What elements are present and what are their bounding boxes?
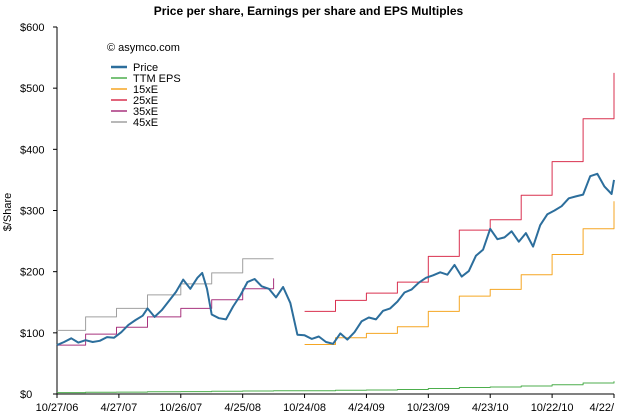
series-line-ttm-eps [57, 381, 615, 394]
x-tick-label: 4/25/08 [224, 402, 261, 414]
x-tick-label: 10/22/10 [531, 402, 574, 414]
x-tick-label: 10/27/06 [36, 402, 79, 414]
legend-label-ttm-eps: TTM EPS [133, 73, 181, 85]
x-tick-label: 4/22/ [590, 402, 615, 414]
y-tick-label: $600 [20, 22, 44, 34]
y-tick-label: $500 [20, 83, 44, 95]
series-line-price [56, 172, 615, 347]
y-tick-label: $200 [20, 267, 44, 279]
legend-label-25xe: 25xE [133, 95, 158, 107]
legend-label-35xe: 35xE [133, 106, 158, 118]
series-line-15xe [304, 201, 615, 345]
series-line-25xe [304, 72, 615, 312]
axes: $0 $100 $200 $300 $400 $500 $600 10/27/06 4/27/0… [20, 22, 615, 414]
y-tick-label: $400 [20, 144, 44, 156]
x-tick-label: 4/23/10 [472, 402, 509, 414]
x-tick-label: 10/26/07 [159, 402, 202, 414]
y-tick-label: $100 [20, 328, 44, 340]
series-line-35xe [57, 278, 275, 346]
series-line-45xe [57, 258, 274, 331]
chart-copyright: © asymco.com [107, 42, 180, 54]
plot-area [56, 72, 615, 394]
legend-label-15xe: 15xE [133, 84, 158, 96]
y-tick-label: $300 [20, 206, 44, 218]
y-axis-label: $/Share [2, 193, 14, 232]
legend-label-price: Price [133, 62, 158, 74]
x-tick-label: 4/27/07 [101, 402, 138, 414]
x-tick-label: 10/23/09 [407, 402, 450, 414]
chart-title: Price per share, Earnings per share and … [154, 4, 464, 18]
x-tick-label: 10/24/08 [283, 402, 326, 414]
legend-label-45xe: 45xE [133, 117, 158, 129]
x-tick-label: 4/24/09 [348, 402, 385, 414]
y-tick-label: $0 [20, 389, 32, 401]
